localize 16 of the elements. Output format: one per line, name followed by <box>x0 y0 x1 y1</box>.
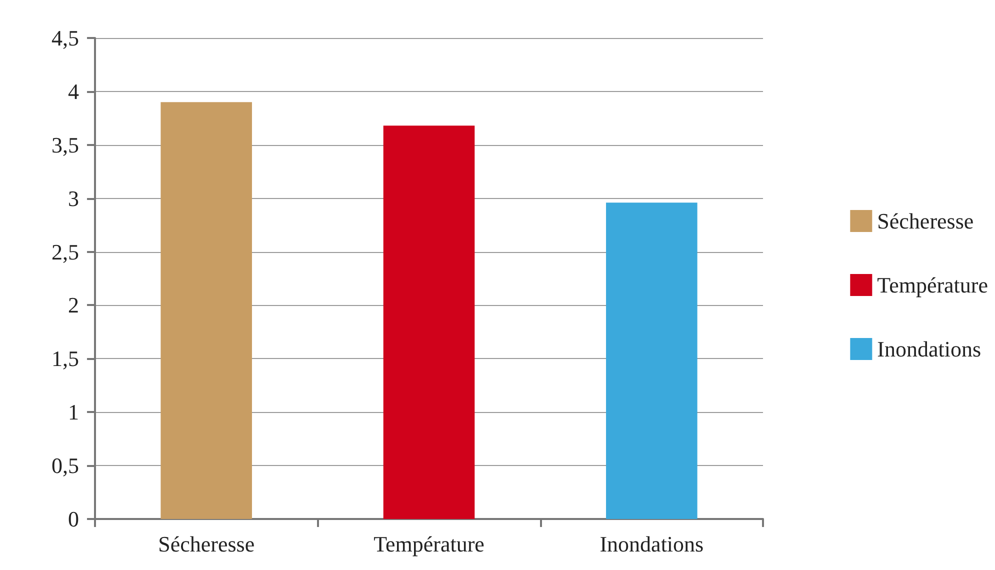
y-tick-label: 4,5 <box>52 26 79 50</box>
y-tick-label: 2,5 <box>52 239 79 264</box>
legend-label: Température <box>877 272 988 298</box>
y-tick-label: 0 <box>68 506 79 532</box>
y-tick-label: 3,5 <box>52 132 79 158</box>
y-tick-label: 4 <box>68 78 79 104</box>
legend-label: Inondations <box>877 336 982 362</box>
x-tick-label: Inondations <box>600 532 704 556</box>
y-tick-label: 0,5 <box>52 453 79 478</box>
y-tick-label: 1,5 <box>52 346 79 372</box>
y-tick-label: 1 <box>68 400 79 425</box>
y-tick-label: 2 <box>68 292 79 318</box>
x-tick-label: Température <box>374 532 484 556</box>
y-tick-label: 3 <box>68 186 79 211</box>
legend-label: Sécheresse <box>877 208 974 234</box>
x-tick-label: Sécheresse <box>158 532 255 556</box>
